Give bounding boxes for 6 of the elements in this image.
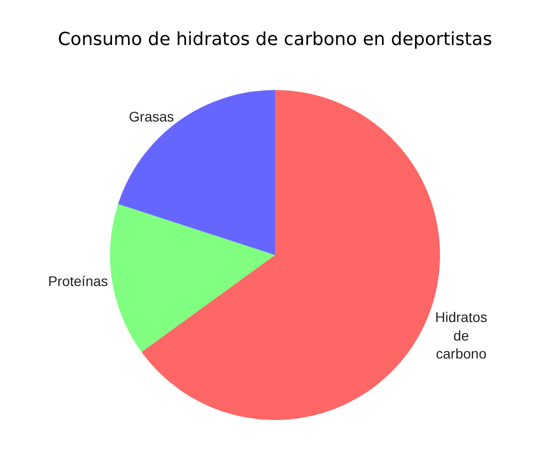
slice-label: Proteínas [48, 273, 108, 290]
pie-slice [118, 90, 275, 255]
pie-slice [110, 204, 275, 352]
chart-title: Consumo de hidratos de carbono en deportistas [58, 28, 492, 50]
slice-label: Grasas [128, 108, 174, 124]
slice-label: Hidratos de carbono [435, 309, 488, 362]
